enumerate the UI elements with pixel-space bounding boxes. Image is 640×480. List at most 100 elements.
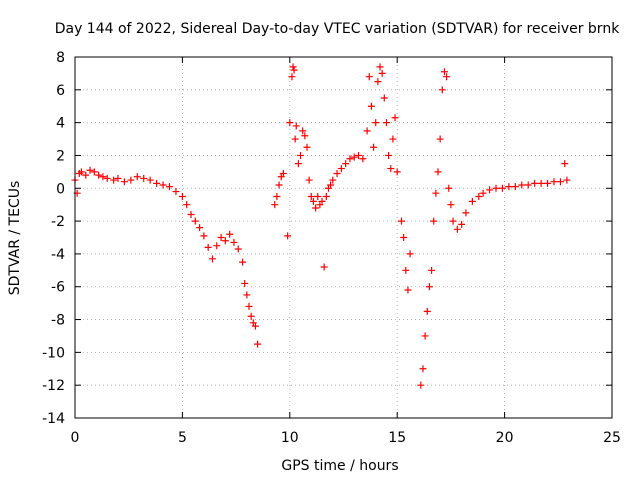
data-point xyxy=(374,78,382,86)
data-point xyxy=(247,312,255,320)
data-point xyxy=(217,234,225,241)
data-point xyxy=(200,232,208,240)
data-point xyxy=(191,217,199,225)
data-point xyxy=(406,250,414,258)
data-point xyxy=(378,69,386,77)
data-point xyxy=(333,170,341,178)
data-point xyxy=(372,119,380,127)
data-point xyxy=(90,168,98,176)
data-point xyxy=(99,173,107,181)
data-point xyxy=(393,168,401,176)
data-point xyxy=(305,176,313,184)
x-tick-label: 10 xyxy=(281,430,299,446)
data-point xyxy=(312,204,320,212)
data-point xyxy=(314,192,322,200)
data-point xyxy=(389,135,397,143)
data-point xyxy=(208,255,216,263)
y-tick-label: 6 xyxy=(56,83,65,99)
data-point xyxy=(234,245,242,253)
data-point xyxy=(275,181,283,189)
data-point xyxy=(436,135,444,143)
data-point xyxy=(271,201,279,209)
data-point xyxy=(288,73,296,81)
data-point xyxy=(329,176,337,184)
data-point xyxy=(428,266,436,274)
data-point xyxy=(327,181,335,189)
data-point xyxy=(114,174,122,182)
data-point xyxy=(86,166,94,174)
x-tick-label: 5 xyxy=(178,430,187,446)
data-point xyxy=(196,224,204,232)
y-tick-label: -6 xyxy=(51,280,65,296)
data-point xyxy=(475,192,483,200)
data-point xyxy=(213,242,221,250)
data-point xyxy=(432,189,440,197)
data-point xyxy=(492,184,500,192)
data-point xyxy=(400,234,408,241)
data-point xyxy=(292,122,300,130)
data-point xyxy=(402,266,410,274)
data-point xyxy=(438,86,446,94)
data-point xyxy=(370,143,378,151)
data-point xyxy=(239,258,247,266)
data-point xyxy=(376,63,384,71)
data-point xyxy=(544,179,552,187)
data-point xyxy=(251,322,259,330)
data-point xyxy=(245,302,253,310)
data-point xyxy=(449,217,457,225)
y-tick-label: -14 xyxy=(42,411,65,427)
data-point xyxy=(365,73,373,81)
data-point xyxy=(524,181,532,189)
chart-title: Day 144 of 2022, Sidereal Day-to-day VTE… xyxy=(55,21,620,37)
y-tick-label: -4 xyxy=(51,247,65,263)
data-point xyxy=(286,119,294,127)
data-point xyxy=(77,168,85,176)
data-point xyxy=(561,160,569,168)
data-point xyxy=(397,217,405,225)
data-point xyxy=(297,151,305,159)
data-point xyxy=(133,173,141,181)
data-point xyxy=(421,332,429,340)
data-point xyxy=(419,365,427,373)
data-point xyxy=(453,225,461,233)
data-point xyxy=(550,178,558,186)
data-point xyxy=(172,188,180,196)
data-point xyxy=(387,165,395,173)
data-point xyxy=(505,183,513,191)
data-point xyxy=(153,179,161,187)
data-point xyxy=(110,176,118,184)
data-point xyxy=(511,183,519,191)
data-point xyxy=(284,232,292,240)
axis-ticks: 0 5 10 15 20 25 -14 -12 -10 -8 -6 -4 -2 0 2 4 6 8 xyxy=(42,50,621,446)
data-point xyxy=(556,178,564,186)
y-tick-label: -8 xyxy=(51,313,65,329)
data-point xyxy=(166,183,174,191)
data-point xyxy=(301,132,309,140)
data-point xyxy=(447,201,455,209)
y-tick-label: -12 xyxy=(42,378,65,394)
data-point xyxy=(563,176,571,184)
data-point xyxy=(279,170,287,178)
data-point xyxy=(443,73,451,81)
data-point xyxy=(337,165,345,173)
data-point xyxy=(434,168,442,176)
data-point xyxy=(241,279,249,287)
data-point xyxy=(82,171,90,179)
x-axis-label: GPS time / hours xyxy=(281,458,398,474)
data-point xyxy=(391,114,399,122)
y-axis-label: SDTVAR / TECUs xyxy=(7,181,23,296)
y-tick-label: -10 xyxy=(42,345,65,361)
data-point xyxy=(299,127,307,135)
data-point xyxy=(178,192,186,200)
data-point xyxy=(468,197,476,205)
data-point xyxy=(303,143,311,151)
data-point xyxy=(140,174,148,182)
data-point xyxy=(479,189,487,197)
x-tick-label: 0 xyxy=(71,430,80,446)
data-point xyxy=(204,243,212,251)
data-point xyxy=(498,184,506,192)
data-point xyxy=(294,160,302,168)
data-point xyxy=(462,209,470,217)
